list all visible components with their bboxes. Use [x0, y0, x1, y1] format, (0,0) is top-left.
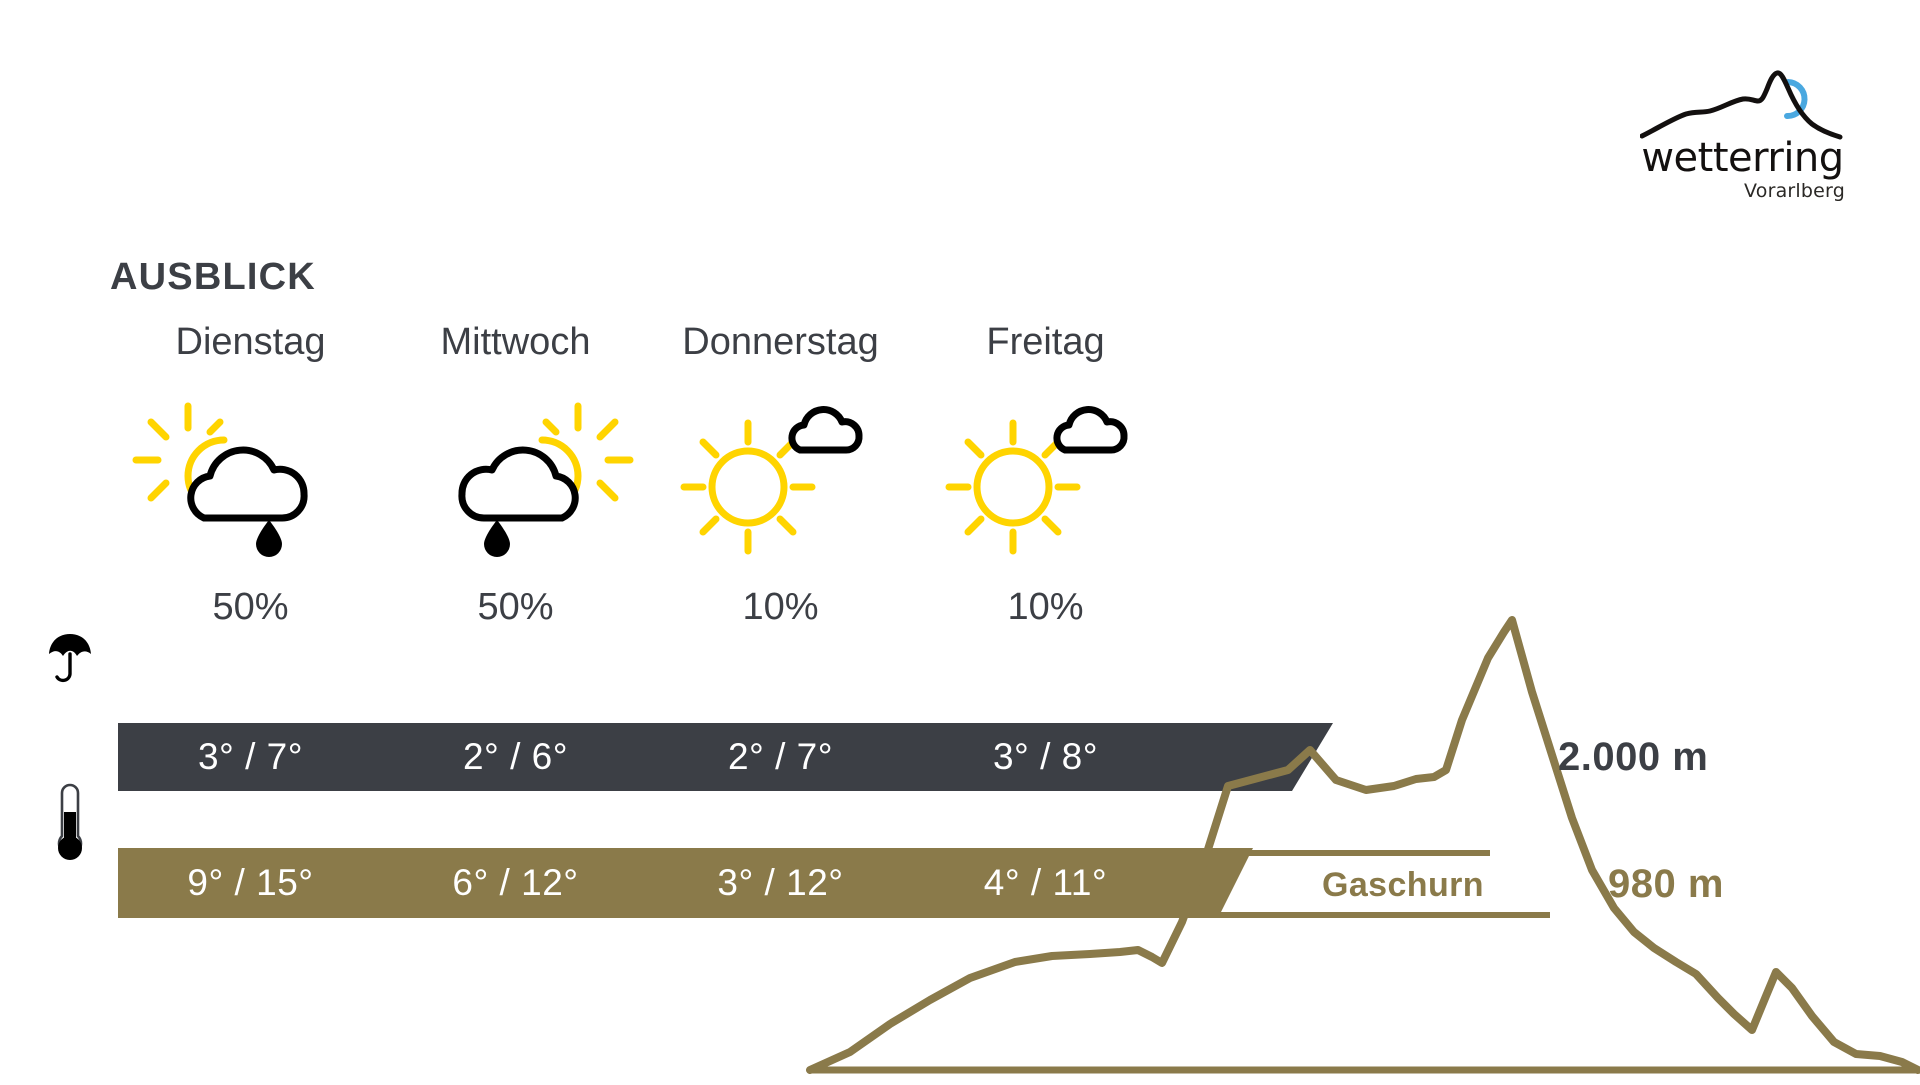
- sun-cloud-rain-left-icon: [118, 392, 383, 562]
- day-name: Freitag: [986, 321, 1105, 363]
- sun-small-cloud-icon: [913, 392, 1178, 562]
- altitude-low-label: 980 m: [1608, 862, 1724, 906]
- precipitation-value: 10%: [1007, 586, 1084, 628]
- temperature-value: 3° / 7°: [197, 736, 304, 777]
- brand-region: Vorarlberg: [1744, 180, 1845, 202]
- temperature-cells-valley: 9° / 15° 6° / 12° 3° / 12° 4° / 11°: [118, 848, 1178, 918]
- temperature-value: 2° / 7°: [727, 736, 834, 777]
- temperature-bar-high-altitude: 3° / 7° 2° / 6° 2° / 7° 3° / 8°: [118, 723, 1368, 791]
- mountain-sun-logo-icon: [1639, 70, 1845, 142]
- precipitation-value: 10%: [742, 586, 819, 628]
- temperature-value: 2° / 6°: [462, 736, 569, 777]
- altitude-high-label: 2.000 m: [1558, 735, 1709, 779]
- umbrella-icon: [46, 632, 94, 684]
- forecast-day-column: Donnerstag 1: [648, 320, 913, 800]
- temperature-value: 6° / 12°: [452, 862, 579, 903]
- mountain-profile-chart: [790, 600, 1920, 1080]
- forecast-day-column: Dienstag 50%: [118, 320, 383, 800]
- mountain-ridge-line: [806, 616, 1920, 1074]
- day-name: Donnerstag: [682, 321, 879, 363]
- temperature-bar-high-fill: [118, 723, 1333, 791]
- day-name: Dienstag: [175, 321, 326, 363]
- forecast-day-column: Mittwoch: [383, 320, 648, 800]
- temperature-bar-valley: 9° / 15° 6° / 12° 3° / 12° 4° / 11°: [118, 848, 1368, 918]
- sun-small-cloud-icon: [648, 392, 913, 562]
- sun-cloud-rain-right-icon: [383, 392, 648, 562]
- temperature-cells-high: 3° / 7° 2° / 6° 2° / 7° 3° / 8°: [118, 723, 1178, 791]
- thermometer-icon: [54, 780, 86, 868]
- temperature-bar-valley-fill: [118, 848, 1253, 918]
- precipitation-value: 50%: [477, 586, 554, 628]
- forecast-day-column: Freitag 10%: [913, 320, 1178, 800]
- temperature-value: 3° / 8°: [992, 736, 1099, 777]
- temperature-value: 3° / 12°: [717, 862, 844, 903]
- temperature-value: 9° / 15°: [187, 862, 314, 903]
- brand-logo: wetterring Vorarlberg: [1639, 70, 1845, 202]
- precipitation-value: 50%: [212, 586, 289, 628]
- place-name-label: Gaschurn: [1322, 866, 1484, 904]
- temperature-value: 4° / 11°: [983, 862, 1108, 903]
- forecast-days: Dienstag 50% Mittw: [118, 320, 1178, 800]
- page-title: AUSBLICK: [110, 256, 316, 298]
- day-name: Mittwoch: [440, 321, 591, 363]
- brand-name: wetterring: [1641, 135, 1844, 181]
